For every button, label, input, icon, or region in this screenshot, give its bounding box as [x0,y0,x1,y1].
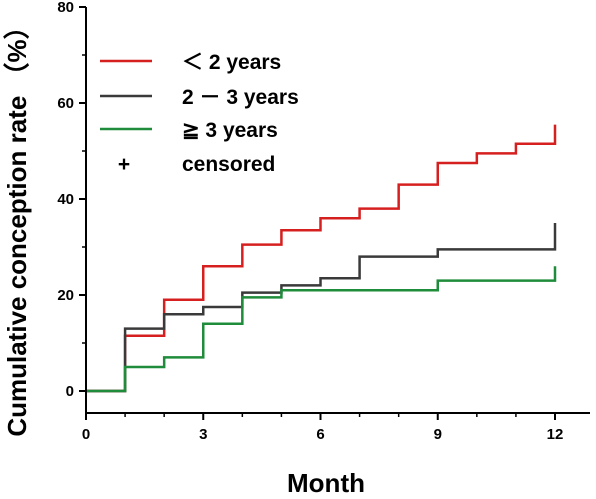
legend-label-2: 2 － 3 years [182,86,299,109]
y-tick-label: 20 [57,287,74,304]
x-tick-label: 6 [316,426,324,443]
x-tick-label: 9 [434,426,442,443]
y-axis-title: Cumulative conception rate （%） [2,13,32,436]
y-tick-label: 40 [57,191,74,208]
y-tick-label: 80 [57,0,74,16]
legend: ＜ 2 years 2 － 3 years ≧ 3 years + censored [100,51,299,176]
legend-censored-symbol: + [118,153,130,176]
legend-label-1: ＜ 2 years [182,51,281,74]
x-tick-label: 3 [199,426,207,443]
series-line-3 [86,266,557,393]
x-axis: 0 3 6 9 12 [82,412,590,443]
x-tick-label: 0 [82,426,90,443]
y-tick-label: 60 [57,95,74,112]
y-axis: 0 20 40 60 80 [57,0,87,413]
legend-label-3: ≧ 3 years [182,119,278,142]
series-line-1 [86,124,557,393]
x-axis-title: Month [287,468,365,498]
legend-label-4: censored [182,153,275,176]
y-tick-label: 0 [66,383,74,400]
x-tick-label: 12 [547,426,564,443]
plot-area [86,124,557,393]
